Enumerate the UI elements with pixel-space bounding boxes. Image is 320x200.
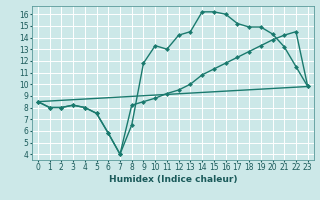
- X-axis label: Humidex (Indice chaleur): Humidex (Indice chaleur): [108, 175, 237, 184]
